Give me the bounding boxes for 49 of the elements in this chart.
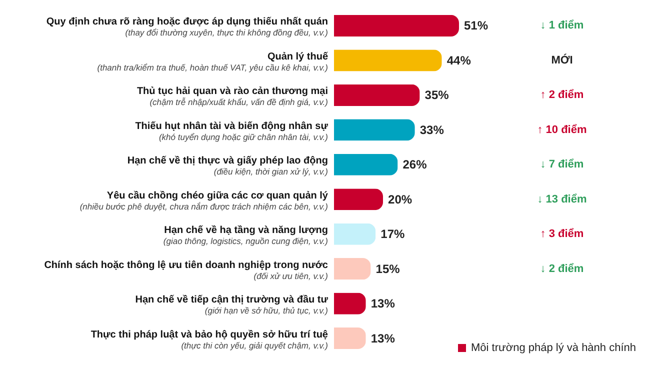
y-tick-label: Hạn chế về hạ tầng và năng lượng xyxy=(164,225,328,236)
data-label: 33% xyxy=(420,122,444,137)
y-tick-label: Chính sách hoặc thông lệ ưu tiên doanh nghiệp trong nước xyxy=(44,260,328,271)
bar xyxy=(334,223,376,245)
data-label: 15% xyxy=(376,262,400,276)
text: (chậm trễ nhập/xuất khẩu, vấn đề định giá, v.v.) xyxy=(150,97,328,108)
data-label: 17% xyxy=(380,227,406,242)
y-tick-label: Thủ tục hải quan và rào cản thương mại xyxy=(136,86,328,98)
y-tick-label: Yêu cầu chồng chéo giữa các cơ quan quản lý xyxy=(106,190,328,202)
text: ↓ 7 điểm xyxy=(540,158,584,171)
bar xyxy=(334,84,420,106)
text: ↑ 10 điểm xyxy=(537,124,587,136)
bar xyxy=(334,119,415,141)
text: (giới hạn về sở hữu, thủ tục, v.v.) xyxy=(204,306,328,316)
data-label: 26% xyxy=(402,158,428,172)
text: ↓ 2 điểm xyxy=(540,262,584,275)
y-tick-label: Quy định chưa rõ ràng hoặc được áp dụng thiếu nhất quán xyxy=(46,16,328,28)
bar xyxy=(334,292,366,314)
text: (nhiều bước phê duyệt, chưa nắm được trách nhiệm các bên, v.v.) xyxy=(80,201,328,212)
data-label: 44% xyxy=(446,53,472,68)
text: ↑ 3 điểm xyxy=(540,228,584,240)
text: (giao thông, logistics, nguồn cung điện, v.v.) xyxy=(163,236,328,246)
y-tick-label: Thiếu hụt nhân tài và biến động nhân sự xyxy=(135,120,329,132)
text: ↓ 13 điểm xyxy=(537,193,587,206)
text: (đối xử ưu tiên, v.v.) xyxy=(254,270,328,281)
data-label: 13% xyxy=(370,331,396,346)
text: (khó tuyển dụng hoặc giữ chân nhân tài, v.v.) xyxy=(158,132,328,142)
data-label: 35% xyxy=(424,88,450,102)
bar xyxy=(334,258,371,280)
bar xyxy=(334,154,398,176)
y-tick-label: Hạn chế về tiếp cận thị trường và đầu tư xyxy=(135,294,329,306)
text: (thay đổi thường xuyên, thực thi không đồng đều, v.v.) xyxy=(125,28,328,38)
bar xyxy=(334,328,366,350)
y-tick-label: Hạn chế về thị thực và giấy phép lao động xyxy=(127,156,328,167)
y-tick-label: Quản lý thuế xyxy=(267,51,328,62)
text: ↓ 1 điểm xyxy=(540,20,584,32)
text: ↑ 2 điểm xyxy=(540,89,584,102)
data-label: 51% xyxy=(464,18,488,33)
text: (điều kiện, thời gian xử lý, v.v.) xyxy=(214,166,328,177)
y-tick-label: Thực thi pháp luật và bảo hộ quyền sở hữu trí tuệ xyxy=(90,329,328,340)
text: (thực thi còn yếu, giải quyết chậm, v.v.) xyxy=(181,340,328,350)
bar xyxy=(334,14,459,36)
text: Môi trường pháp lý và hành chính xyxy=(471,342,636,354)
data-label: 13% xyxy=(370,296,396,311)
data-label: 20% xyxy=(388,192,412,206)
bar xyxy=(334,50,442,72)
text: MỚI xyxy=(551,53,573,66)
text: (thanh tra/kiểm tra thuế, hoàn thuế VAT, yêu cầu kê khai, v.v.) xyxy=(97,62,328,72)
bar xyxy=(334,188,384,210)
